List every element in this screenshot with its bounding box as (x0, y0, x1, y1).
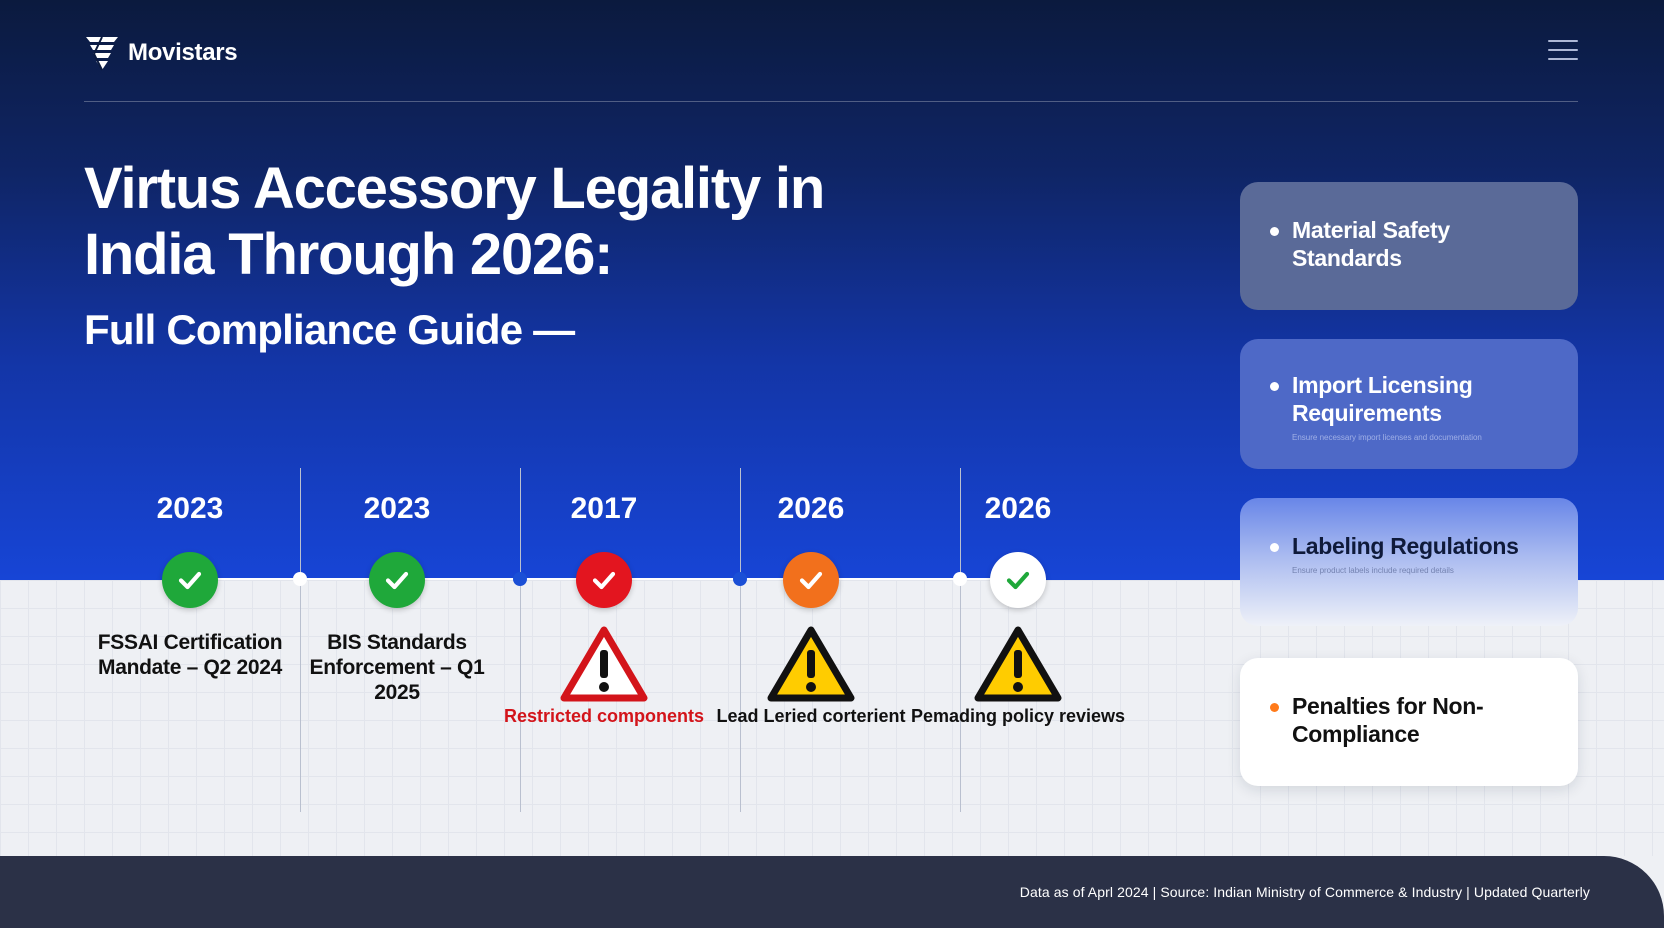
footer-source-text: Data as of Aprl 2024 | Source: Indian Mi… (1019, 884, 1590, 900)
shield-logo-icon (86, 36, 118, 71)
bullet-icon (1270, 543, 1279, 552)
card-material-safety[interactable]: Material Safety Standards (1240, 182, 1578, 310)
card-description: Ensure product labels include required d… (1292, 566, 1454, 575)
card-title: Material Safety Standards (1292, 217, 1450, 271)
page-title: Virtus Accessory Legality in India Throu… (84, 156, 825, 287)
compliance-timeline: 2023 FSSAI Certification Mandate – Q2 202… (80, 468, 1125, 818)
card-import-licensing[interactable]: Import Licensing Requirements Ensure nec… (1240, 339, 1578, 469)
timeline-year: 2023 (156, 492, 224, 525)
timeline-divider (740, 468, 741, 812)
footer-bar: Data as of Aprl 2024 | Source: Indian Mi… (0, 856, 1664, 928)
timeline-divider (960, 468, 961, 812)
brand-name: Movistars (128, 39, 238, 66)
card-title: Penalties for Non-Compliance (1292, 693, 1484, 747)
check-status-icon (990, 552, 1046, 608)
hamburger-menu-icon[interactable] (1548, 40, 1578, 62)
bullet-icon (1270, 382, 1279, 391)
yellow-warning-icon (974, 626, 1062, 702)
timeline-dot (953, 572, 967, 586)
timeline-note: Pemading policy reviews (910, 706, 1126, 726)
yellow-warning-icon (767, 626, 855, 702)
timeline-divider (300, 468, 301, 812)
bullet-icon (1270, 703, 1279, 712)
card-title: Labeling Regulations (1292, 533, 1519, 559)
card-penalties[interactable]: Penalties for Non-Compliance (1240, 658, 1578, 786)
timeline-dot (513, 572, 527, 586)
timeline-label: BIS Standards Enforcement – Q1 2025 (309, 631, 485, 704)
red-warning-icon (560, 626, 648, 702)
timeline-year: 2023 (363, 492, 431, 525)
timeline-dot (733, 572, 747, 586)
timeline-year: 2026 (777, 492, 845, 525)
check-status-icon (783, 552, 839, 608)
bullet-icon (1270, 227, 1279, 236)
page-subtitle: Full Compliance Guide — (84, 306, 575, 353)
timeline-note: Lead Leried corterient (716, 706, 906, 726)
card-labeling-regulations[interactable]: Labeling Regulations Ensure product labe… (1240, 498, 1578, 626)
check-status-icon (162, 552, 218, 608)
timeline-label: FSSAI Certification Mandate – Q2 2024 (97, 631, 283, 679)
header-divider (84, 101, 1578, 102)
timeline-year: 2026 (984, 492, 1052, 525)
brand-logo-link[interactable]: Movistars (84, 34, 238, 72)
card-description: Ensure necessary import licenses and doc… (1292, 433, 1482, 442)
card-title: Import Licensing Requirements (1292, 372, 1473, 426)
timeline-year: 2017 (570, 492, 638, 525)
timeline-note: Restricted components (503, 706, 705, 726)
check-status-icon (369, 552, 425, 608)
check-status-icon (576, 552, 632, 608)
timeline-dot (293, 572, 307, 586)
timeline-divider (520, 468, 521, 812)
